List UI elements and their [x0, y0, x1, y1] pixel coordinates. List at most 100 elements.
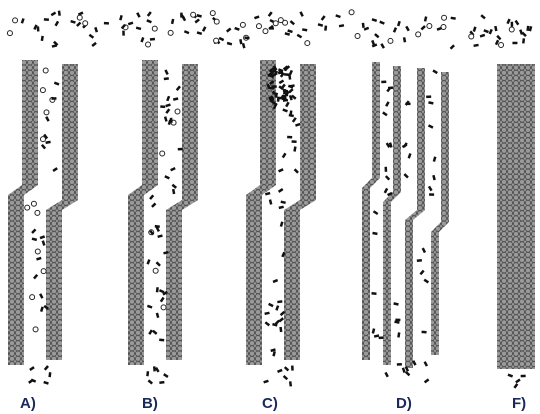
particle: [407, 153, 412, 159]
particle: [160, 304, 167, 311]
wall: [284, 64, 316, 360]
particle: [450, 16, 456, 20]
particle: [43, 365, 49, 371]
panel-label: D): [396, 395, 412, 412]
particle: [159, 150, 166, 157]
particle: [373, 334, 380, 338]
particle: [401, 143, 408, 149]
particle: [213, 37, 220, 44]
particle: [432, 156, 437, 162]
particle: [226, 41, 233, 46]
particle: [508, 26, 515, 33]
particle: [401, 367, 406, 373]
particle: [296, 33, 303, 39]
particle: [36, 26, 40, 32]
particle: [149, 194, 155, 200]
particle: [24, 204, 31, 211]
particle: [40, 268, 47, 275]
particle: [387, 37, 394, 44]
particle: [190, 11, 197, 18]
particle: [272, 351, 276, 357]
particle: [43, 109, 50, 116]
particle: [159, 296, 165, 303]
particle: [262, 28, 269, 35]
particle: [151, 25, 158, 32]
particle: [42, 67, 49, 74]
particle: [268, 302, 274, 308]
particle: [51, 44, 58, 48]
particle: [386, 86, 392, 93]
particle: [146, 304, 153, 309]
particle: [225, 27, 232, 33]
particles: [6, 9, 533, 389]
particle: [384, 371, 389, 378]
particle: [6, 30, 13, 37]
particle: [76, 14, 83, 21]
particle: [272, 278, 279, 284]
particle: [291, 140, 297, 143]
particle: [34, 209, 41, 216]
particle: [371, 328, 376, 334]
wall: [128, 60, 158, 365]
particle: [468, 33, 475, 40]
particle: [279, 221, 284, 227]
particle: [268, 79, 275, 86]
particle: [275, 305, 280, 311]
particle: [405, 25, 410, 32]
particle: [412, 360, 417, 366]
particle: [268, 73, 275, 79]
particle: [378, 336, 384, 340]
particle: [432, 69, 438, 75]
particle: [295, 122, 301, 127]
particle: [405, 102, 411, 106]
particle: [45, 140, 51, 144]
particle: [291, 365, 294, 371]
particle: [379, 20, 385, 25]
particle: [488, 28, 493, 35]
particle: [149, 37, 156, 41]
particle: [148, 329, 153, 335]
particle: [291, 94, 297, 100]
particle: [383, 187, 389, 194]
particle: [363, 26, 370, 31]
particle: [522, 38, 526, 44]
particle: [423, 16, 428, 22]
particle: [268, 26, 274, 30]
particle: [264, 191, 271, 196]
particle: [267, 11, 273, 17]
particle: [419, 269, 425, 276]
particle: [421, 247, 427, 254]
particle: [244, 36, 250, 40]
particle: [392, 27, 398, 33]
particle: [268, 69, 275, 75]
wall: [383, 66, 401, 365]
particle: [270, 97, 275, 104]
wall: [246, 60, 276, 365]
particle: [196, 31, 203, 36]
particle: [384, 166, 388, 172]
particle: [209, 10, 216, 17]
particle: [441, 14, 448, 21]
particle: [40, 143, 47, 150]
particle: [180, 13, 186, 20]
particle: [423, 278, 430, 284]
particle: [278, 205, 284, 210]
particle: [385, 142, 391, 148]
particle: [12, 17, 19, 24]
particle: [272, 103, 278, 110]
particle: [76, 21, 82, 27]
particle: [371, 39, 376, 46]
particle: [77, 11, 84, 16]
particle: [30, 200, 37, 207]
particle: [268, 199, 273, 205]
particle: [415, 31, 422, 38]
particle: [135, 26, 142, 31]
particle: [348, 9, 355, 16]
particle: [324, 25, 328, 31]
particle: [159, 380, 165, 384]
particle: [54, 20, 60, 27]
particle: [52, 167, 58, 172]
particle: [320, 15, 326, 21]
particle: [170, 167, 176, 172]
particle: [39, 136, 46, 143]
